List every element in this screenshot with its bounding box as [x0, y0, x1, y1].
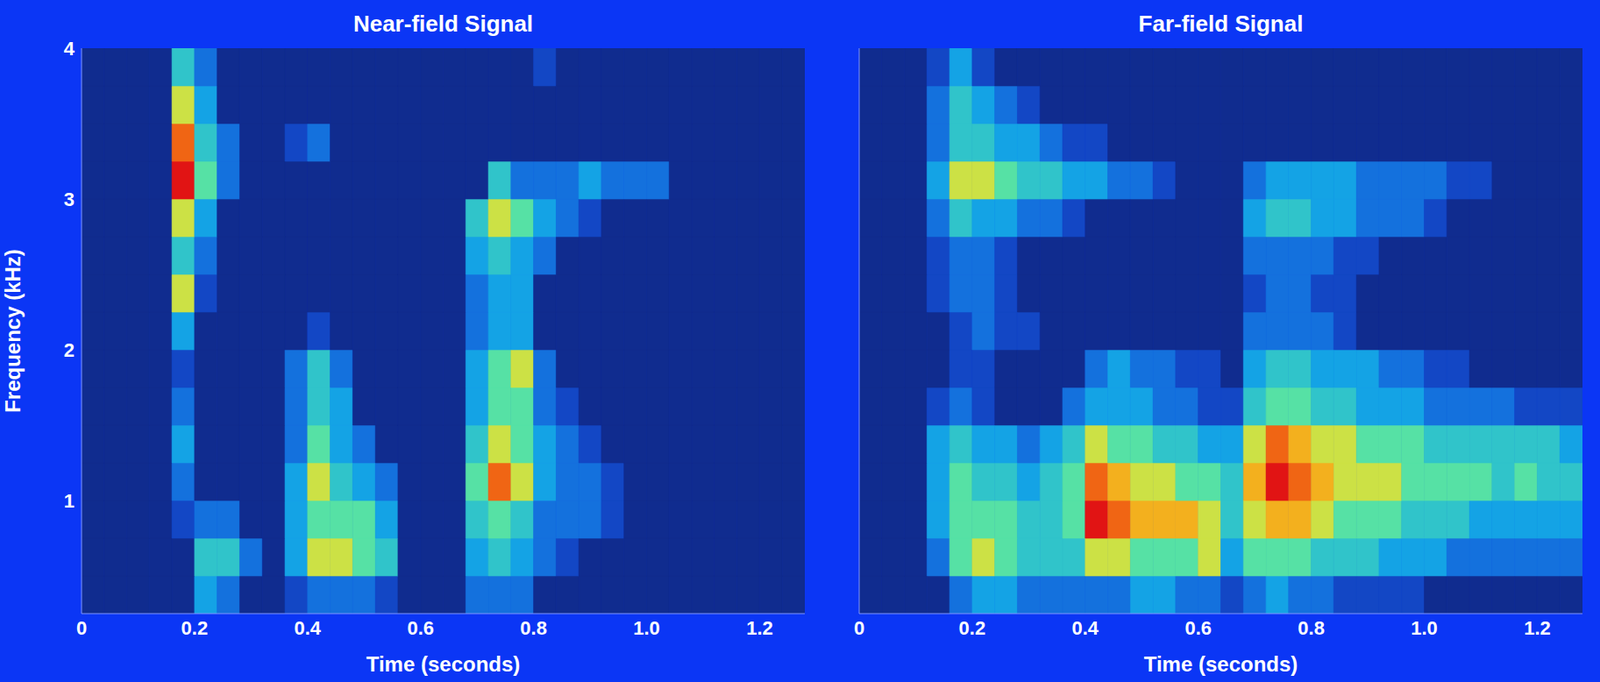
svg-text:0.2: 0.2 — [959, 617, 987, 640]
html-text:Far-field Signal: Far-field Signal — [1138, 10, 1304, 37]
svg-text:0.6: 0.6 — [406, 617, 434, 640]
svg-text:0.2: 0.2 — [181, 617, 209, 640]
svg-text:1.2: 1.2 — [1523, 617, 1551, 640]
svg-text:Time (seconds): Time (seconds) — [1144, 652, 1299, 676]
svg-text:4: 4 — [64, 37, 76, 60]
svg-text:1.2: 1.2 — [746, 617, 774, 640]
svg-text:Frequency (kHz): Frequency (kHz) — [0, 248, 25, 413]
svg-text:0.8: 0.8 — [1297, 617, 1325, 640]
svg-text:1: 1 — [64, 490, 75, 512]
html-text:Near-field Signal: Near-field Signal — [353, 10, 534, 37]
svg-text:3: 3 — [64, 188, 75, 211]
svg-text:0.4: 0.4 — [1072, 617, 1100, 640]
svg-text:0.4: 0.4 — [294, 617, 322, 640]
svg-text:1.0: 1.0 — [1410, 617, 1438, 640]
svg-text:2: 2 — [64, 339, 75, 362]
svg-text:0: 0 — [853, 617, 865, 640]
svg-text:Time (seconds): Time (seconds) — [366, 652, 521, 676]
svg-text:0: 0 — [76, 617, 87, 640]
svg-text:0.8: 0.8 — [519, 617, 548, 640]
svg-text:1.0: 1.0 — [632, 617, 661, 640]
svg-text:0.6: 0.6 — [1184, 617, 1212, 640]
